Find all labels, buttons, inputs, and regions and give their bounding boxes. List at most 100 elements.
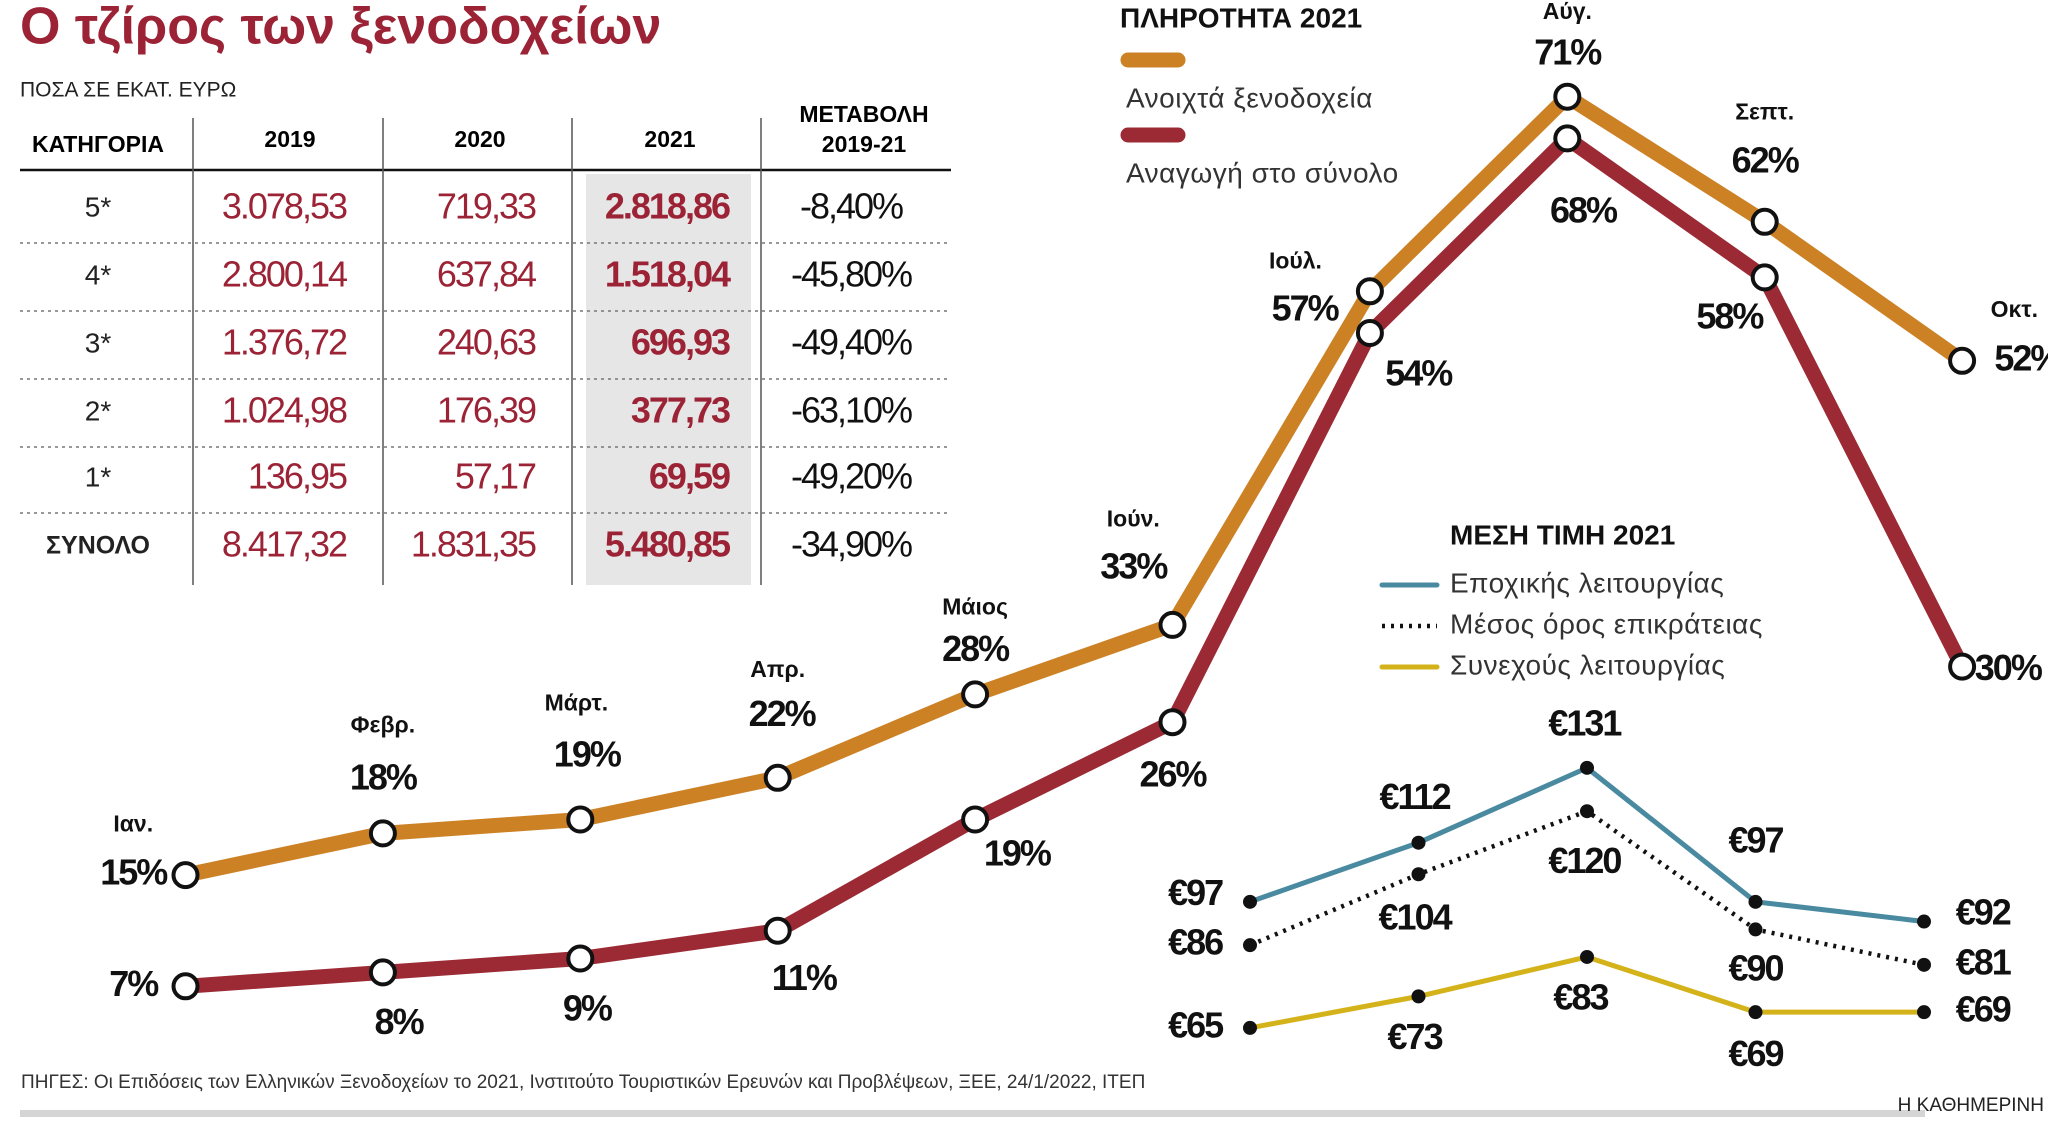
- data-point: [368, 958, 397, 987]
- data-label: €131: [1548, 703, 1622, 744]
- data-point: [1243, 1020, 1257, 1035]
- data-point: [1355, 277, 1384, 306]
- data-point: [1750, 207, 1779, 236]
- table-cell: 1.518,04: [605, 254, 731, 295]
- table-cell: 240,63: [437, 322, 536, 363]
- data-label: €69: [1956, 989, 2011, 1030]
- table-cell: 2.818,86: [605, 186, 730, 227]
- x-category-label: Σεπτ.: [1735, 98, 1794, 124]
- data-point: [1748, 1005, 1763, 1020]
- x-category-label: Μάιος: [942, 593, 1008, 619]
- data-point: [1411, 989, 1426, 1004]
- data-label: €92: [1956, 892, 2011, 933]
- data-label: 52%: [1994, 337, 2048, 378]
- table-cell: -34,90%: [791, 524, 912, 565]
- data-label: €83: [1553, 977, 1608, 1018]
- data-label: 19%: [554, 733, 622, 774]
- x-category-label: Ιαν.: [113, 811, 153, 837]
- data-label: 33%: [1100, 545, 1168, 586]
- data-point: [1580, 804, 1594, 819]
- data-label: 18%: [350, 756, 418, 797]
- table-cell: -45,80%: [791, 254, 912, 295]
- legend-title: ΜΕΣΗ ΤΙΜΗ 2021: [1450, 519, 1675, 550]
- data-point: [763, 763, 792, 792]
- table-cell: 1.024,98: [222, 390, 347, 431]
- table-cell: 5*: [85, 191, 112, 222]
- data-label: 54%: [1385, 353, 1453, 394]
- data-label: 15%: [100, 852, 168, 893]
- data-point: [368, 819, 397, 848]
- x-category-label: Φεβρ.: [351, 711, 415, 737]
- table-cell: 1.831,35: [411, 524, 536, 565]
- series-line: [184, 130, 1969, 994]
- data-point: [1580, 949, 1594, 964]
- data-label: 22%: [749, 693, 817, 734]
- data-label: 11%: [772, 957, 838, 998]
- data-label: €120: [1548, 840, 1621, 881]
- table-cell: 1.376,72: [222, 322, 347, 363]
- data-label: 8%: [375, 1001, 425, 1042]
- x-category-label: Οκτ.: [1991, 296, 2038, 322]
- data-point: [1748, 894, 1763, 909]
- table-cell: 3.078,53: [222, 186, 347, 227]
- data-point: [1158, 708, 1187, 737]
- series-line: [183, 89, 1967, 883]
- legend-label: Συνεχούς λειτουργίας: [1450, 649, 1725, 680]
- data-point: [1917, 1005, 1931, 1020]
- table-cell: 5.480,85: [605, 524, 731, 565]
- table-cell: 4*: [85, 259, 112, 290]
- table-cell: 69,59: [649, 456, 730, 497]
- brand: Η ΚΑΘΗΜΕΡΙΝΗ: [1898, 1095, 2044, 1116]
- data-label: 71%: [1534, 31, 1602, 72]
- data-point: [1748, 922, 1763, 937]
- data-point: [566, 944, 595, 973]
- footer-bar: [20, 1110, 1925, 1117]
- table-cell: 3*: [85, 327, 112, 358]
- data-point: [1158, 610, 1187, 639]
- data-label: 57%: [1272, 287, 1340, 328]
- data-label: €73: [1388, 1016, 1443, 1057]
- data-label: 58%: [1696, 296, 1764, 337]
- table-cell: -8,40%: [800, 186, 903, 227]
- table-cell: 1*: [85, 461, 112, 492]
- data-point: [1580, 760, 1594, 775]
- data-label: 26%: [1139, 754, 1207, 795]
- data-label: 62%: [1732, 140, 1800, 181]
- data-point: [1243, 894, 1257, 909]
- x-category-label: Ιούν.: [1107, 505, 1160, 531]
- legend-label: Εποχικής λειτουργίας: [1450, 567, 1724, 598]
- x-category-label: Μάρτ.: [545, 690, 609, 716]
- table-header: ΚΑΤΗΓΟΡΙΑ: [32, 131, 164, 157]
- data-point: [1553, 82, 1582, 111]
- data-label: €112: [1380, 776, 1451, 817]
- subtitle: ΠΟΣΑ ΣΕ ΕΚΑΤ. ΕΥΡΩ: [20, 79, 236, 102]
- title: Ο τζίρος των ξενοδοχείων: [20, 0, 661, 56]
- data-label: 28%: [942, 628, 1010, 669]
- table-cell: 2.800,14: [222, 254, 347, 295]
- source: ΠΗΓΕΣ: Οι Επιδόσεις των Ελληνικών Ξενοδο…: [21, 1072, 1145, 1093]
- data-label: €86: [1168, 922, 1223, 963]
- table-cell: -63,10%: [791, 390, 912, 431]
- data-point: [1750, 263, 1779, 292]
- x-category-label: Απρ.: [750, 656, 805, 682]
- table-cell: 57,17: [455, 456, 536, 497]
- table-cell: 696,93: [631, 322, 730, 363]
- legend-label: Αναγωγή στο σύνολο: [1126, 157, 1399, 188]
- data-point: [1948, 346, 1977, 375]
- data-point: [1917, 957, 1931, 972]
- data-label: €90: [1728, 948, 1783, 989]
- table-header: 2019-21: [822, 131, 907, 157]
- data-label: €104: [1379, 896, 1453, 937]
- table-header: 2020: [454, 126, 505, 152]
- table-cell: 2*: [85, 395, 112, 426]
- data-point: [1355, 319, 1384, 347]
- data-point: [961, 805, 990, 834]
- data-label: €69: [1728, 1033, 1783, 1074]
- table-cell: 8.417,32: [222, 524, 347, 565]
- x-category-label: Ιούλ.: [1269, 248, 1322, 274]
- table-header: 2019: [264, 126, 315, 152]
- data-label: 9%: [563, 987, 613, 1028]
- series-line: [1249, 808, 1925, 968]
- table-cell: -49,20%: [791, 456, 912, 497]
